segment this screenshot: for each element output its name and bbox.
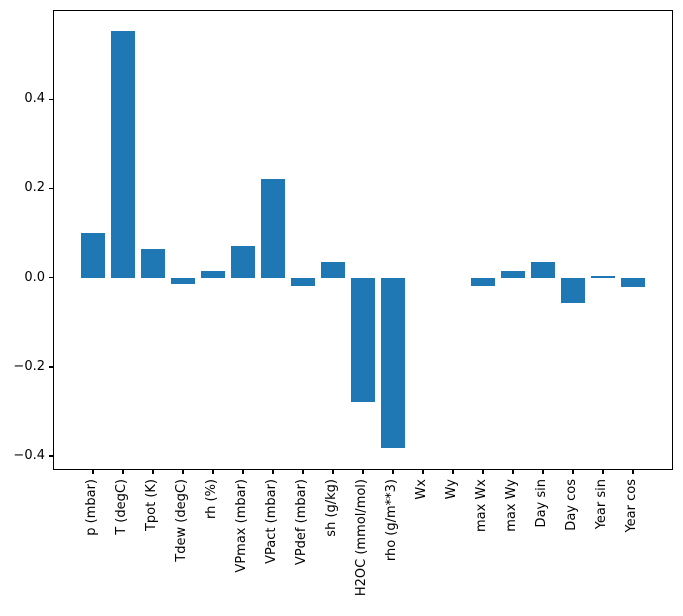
x-tick-mark bbox=[182, 470, 184, 474]
x-tick-mark bbox=[572, 470, 574, 474]
x-tick-mark bbox=[332, 470, 334, 474]
x-tick-label: VPdef (mbar) bbox=[294, 479, 309, 566]
x-tick-mark bbox=[92, 470, 94, 474]
bar bbox=[471, 277, 495, 286]
x-tick-label: sh (g/kg) bbox=[324, 479, 339, 537]
x-tick-mark bbox=[482, 470, 484, 474]
y-tick-label: 0.0 bbox=[24, 269, 45, 285]
y-tick-mark bbox=[49, 455, 53, 457]
x-tick-label: Wy bbox=[444, 479, 459, 500]
y-tick-mark bbox=[49, 187, 53, 190]
x-tick-mark bbox=[242, 470, 244, 474]
x-tick-label: Year sin bbox=[594, 479, 609, 530]
x-tick-mark bbox=[122, 470, 124, 474]
x-tick-label: Wx bbox=[414, 479, 429, 500]
x-tick-mark bbox=[422, 470, 424, 474]
x-tick-mark bbox=[632, 470, 634, 474]
y-tick-label: −0.2 bbox=[13, 359, 45, 375]
bar bbox=[531, 261, 555, 278]
bar bbox=[141, 248, 165, 278]
bar bbox=[201, 271, 225, 278]
x-tick-label: rh (%) bbox=[204, 479, 219, 519]
y-tick-label: −0.4 bbox=[13, 448, 45, 464]
x-tick-mark bbox=[392, 470, 394, 474]
x-tick-mark bbox=[272, 470, 274, 474]
plot-area: 0.4 0.2 0.0 −0.2 −0.4 p (mbar) T (degC) Tpot (… bbox=[13, 10, 673, 596]
bar bbox=[561, 277, 585, 303]
x-tick-mark bbox=[602, 470, 604, 474]
bar bbox=[231, 246, 255, 278]
x-tick-label: Tdew (degC) bbox=[174, 479, 189, 562]
x-tick-mark bbox=[362, 470, 364, 474]
x-tick-mark bbox=[452, 470, 454, 474]
x-tick-label: Tpot (K) bbox=[144, 479, 159, 532]
bar bbox=[261, 178, 285, 278]
bar bbox=[81, 232, 105, 278]
x-tick-label: VPmax (mbar) bbox=[234, 479, 249, 573]
x-tick-mark bbox=[542, 470, 544, 474]
x-tick-mark bbox=[152, 470, 154, 474]
y-tick-label: 0.2 bbox=[24, 180, 45, 196]
bar bbox=[381, 277, 405, 449]
x-tick-mark bbox=[212, 470, 214, 474]
bar bbox=[501, 270, 525, 278]
bar bbox=[621, 277, 645, 288]
x-tick-label: Year cos bbox=[624, 479, 639, 533]
x-tick-label: p (mbar) bbox=[84, 479, 99, 536]
x-tick-mark bbox=[302, 470, 304, 474]
y-tick-mark bbox=[49, 366, 53, 368]
x-tick-label: VPact (mbar) bbox=[264, 479, 279, 564]
y-tick-label: 0.4 bbox=[24, 91, 45, 107]
x-tick-label: Day cos bbox=[564, 479, 579, 531]
bar bbox=[291, 277, 315, 287]
x-tick-label: max Wy bbox=[504, 479, 519, 532]
bar bbox=[111, 31, 135, 278]
x-tick-label: H2OC (mmol/mol) bbox=[354, 479, 369, 597]
bar bbox=[591, 276, 615, 278]
x-tick-label: T (degC) bbox=[114, 479, 129, 535]
bar bbox=[351, 277, 375, 402]
x-tick-mark bbox=[512, 470, 514, 474]
x-tick-label: max Wx bbox=[474, 479, 489, 533]
x-tick-label: rho (g/m**3) bbox=[384, 479, 399, 562]
x-tick-label: Day sin bbox=[534, 479, 549, 528]
y-tick-mark bbox=[49, 98, 53, 100]
bar bbox=[171, 277, 195, 284]
y-tick-mark bbox=[49, 276, 53, 279]
bar bbox=[321, 261, 345, 278]
